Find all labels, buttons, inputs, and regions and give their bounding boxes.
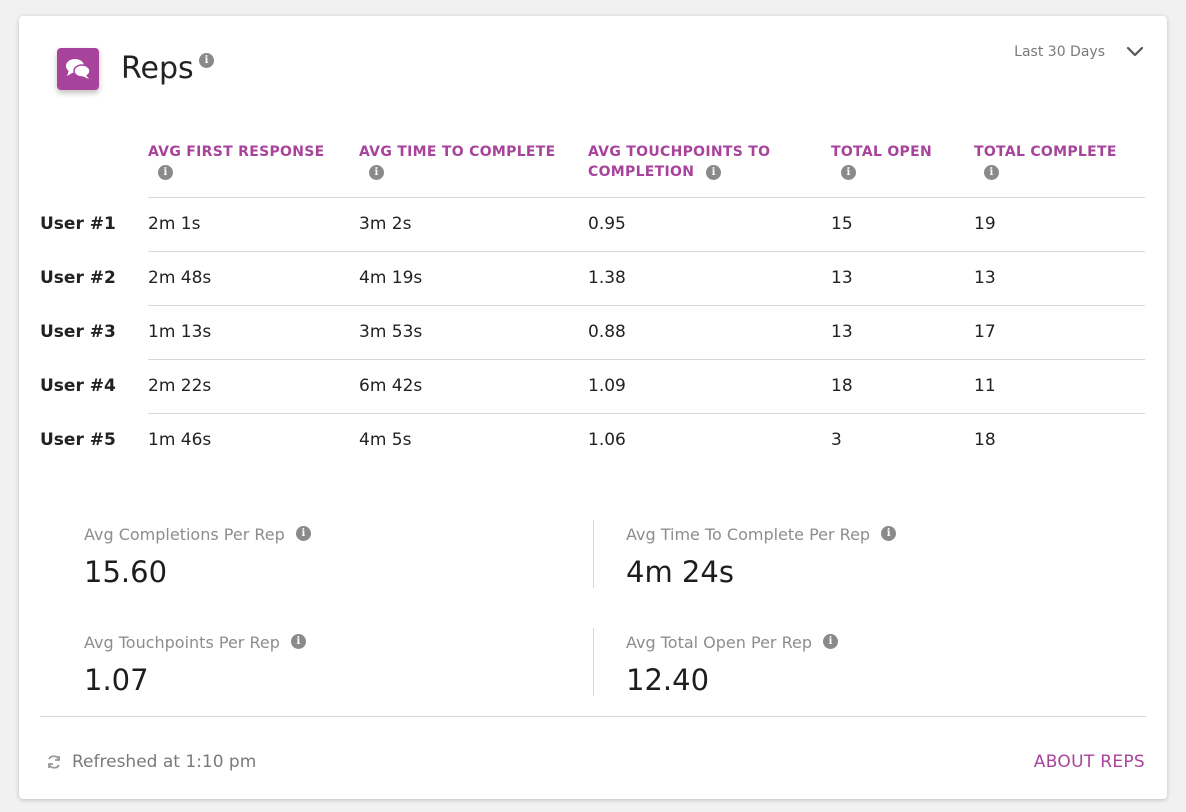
column-header-total-open: TOTAL OPEN i — [831, 136, 974, 198]
cell-avg-first-response: 1m 46s — [148, 430, 212, 451]
refresh-icon[interactable] — [46, 754, 62, 770]
reps-table: AVG FIRST RESPONSE i AVG TIME TO COMPLET… — [40, 136, 1145, 467]
row-label: User #5 — [40, 430, 116, 450]
column-header-label: TOTAL COMPLETE — [974, 144, 1117, 160]
about-reps-link[interactable]: ABOUT REPS — [1033, 752, 1145, 772]
table-header-row: AVG FIRST RESPONSE i AVG TIME TO COMPLET… — [40, 136, 1145, 198]
table-row: User #4 2m 22s 6m 42s 1.09 18 11 — [40, 359, 1145, 414]
table-row: User #2 2m 48s 4m 19s 1.38 13 13 — [40, 251, 1145, 306]
row-header-column — [40, 136, 148, 197]
cell-avg-first-response: 1m 13s — [148, 305, 359, 360]
cell-avg-touchpoints: 1.38 — [588, 251, 831, 306]
cell-total-complete: 11 — [974, 359, 1145, 414]
column-header-label: AVG TIME TO COMPLETE — [359, 144, 556, 160]
stat-divider — [593, 628, 594, 696]
info-icon[interactable]: i — [158, 164, 173, 180]
cell-avg-time-to-complete: 4m 5s — [359, 430, 412, 451]
stat-label: Avg Time To Complete Per Rep — [626, 525, 871, 544]
stat-value: 4m 24s — [626, 555, 734, 589]
widget-title: Reps — [121, 51, 194, 86]
table-row: User #3 1m 13s 3m 53s 0.88 13 17 — [40, 305, 1145, 360]
cell-total-open: 18 — [831, 359, 974, 414]
cell-avg-time-to-complete: 3m 53s — [359, 305, 588, 360]
column-header-avg-time-to-complete: AVG TIME TO COMPLETE i — [359, 136, 588, 198]
stat-label: Avg Touchpoints Per Rep — [84, 633, 280, 652]
stat-value: 15.60 — [84, 555, 168, 589]
info-icon[interactable]: i — [290, 634, 306, 649]
chat-bubbles-icon — [57, 48, 99, 90]
stat-avg-completions: Avg Completions Per Rep i 15.60 — [84, 524, 311, 592]
refresh-status: Refreshed at 1:10 pm — [46, 752, 256, 772]
stat-avg-touchpoints: Avg Touchpoints Per Rep i 1.07 — [84, 632, 306, 700]
row-label: User #1 — [40, 214, 116, 234]
column-header-label: AVG TOUCHPOINTS TO COMPLETION i — [588, 144, 771, 180]
stat-value: 1.07 — [84, 663, 149, 697]
cell-total-complete: 17 — [974, 305, 1145, 360]
stat-label: Avg Total Open Per Rep — [626, 633, 812, 652]
table-row: User #5 1m 46s 4m 5s 1.06 3 18 — [40, 413, 1145, 467]
row-label: User #2 — [40, 268, 116, 288]
column-header-avg-touchpoints: AVG TOUCHPOINTS TO COMPLETION i — [588, 136, 831, 198]
column-header-label: TOTAL OPEN — [831, 144, 932, 160]
cell-avg-touchpoints: 0.88 — [588, 305, 831, 360]
cell-avg-first-response: 2m 22s — [148, 359, 359, 414]
cell-avg-touchpoints: 0.95 — [588, 197, 831, 252]
cell-total-open: 13 — [831, 305, 974, 360]
date-range-select[interactable]: Last 30 Days — [1014, 44, 1105, 60]
row-label: User #3 — [40, 322, 116, 342]
refreshed-text: Refreshed at 1:10 pm — [72, 752, 257, 772]
cell-avg-time-to-complete: 6m 42s — [359, 359, 588, 414]
info-icon[interactable]: i — [881, 526, 897, 541]
stat-avg-total-open: Avg Total Open Per Rep i 12.40 — [626, 632, 839, 700]
chevron-down-icon[interactable] — [1125, 44, 1145, 60]
cell-total-open: 15 — [831, 197, 974, 252]
column-header-label: AVG FIRST RESPONSE — [148, 144, 325, 160]
stat-value: 12.40 — [626, 663, 710, 697]
cell-avg-first-response: 2m 48s — [148, 251, 359, 306]
row-label: User #4 — [40, 376, 116, 396]
info-icon[interactable]: i — [199, 53, 214, 68]
cell-total-open: 3 — [831, 430, 842, 451]
info-icon[interactable]: i — [823, 634, 839, 649]
reps-card: Reps i Last 30 Days AVG FIRST RESPONSE i… — [19, 16, 1167, 799]
cell-total-complete: 13 — [974, 251, 1145, 306]
cell-avg-touchpoints: 1.09 — [588, 359, 831, 414]
stat-divider — [593, 520, 594, 588]
table-row: User #1 2m 1s 3m 2s 0.95 15 19 — [40, 197, 1145, 252]
stat-avg-time-to-complete: Avg Time To Complete Per Rep i 4m 24s — [626, 524, 897, 592]
column-header-avg-first-response: AVG FIRST RESPONSE i — [148, 136, 359, 198]
info-icon[interactable]: i — [706, 164, 722, 180]
column-header-total-complete: TOTAL COMPLETE i — [974, 136, 1145, 198]
cell-avg-time-to-complete: 4m 19s — [359, 251, 588, 306]
cell-avg-first-response: 2m 1s — [148, 197, 359, 252]
footer-divider — [40, 716, 1146, 717]
info-icon[interactable]: i — [369, 164, 384, 180]
stat-label: Avg Completions Per Rep — [84, 525, 285, 544]
cell-total-complete: 19 — [974, 197, 1145, 252]
info-icon[interactable]: i — [295, 526, 311, 541]
cell-total-open: 13 — [831, 251, 974, 306]
info-icon[interactable]: i — [841, 164, 856, 180]
cell-total-complete: 18 — [974, 430, 996, 451]
info-icon[interactable]: i — [984, 164, 999, 180]
cell-avg-touchpoints: 1.06 — [588, 430, 626, 451]
cell-avg-time-to-complete: 3m 2s — [359, 197, 588, 252]
